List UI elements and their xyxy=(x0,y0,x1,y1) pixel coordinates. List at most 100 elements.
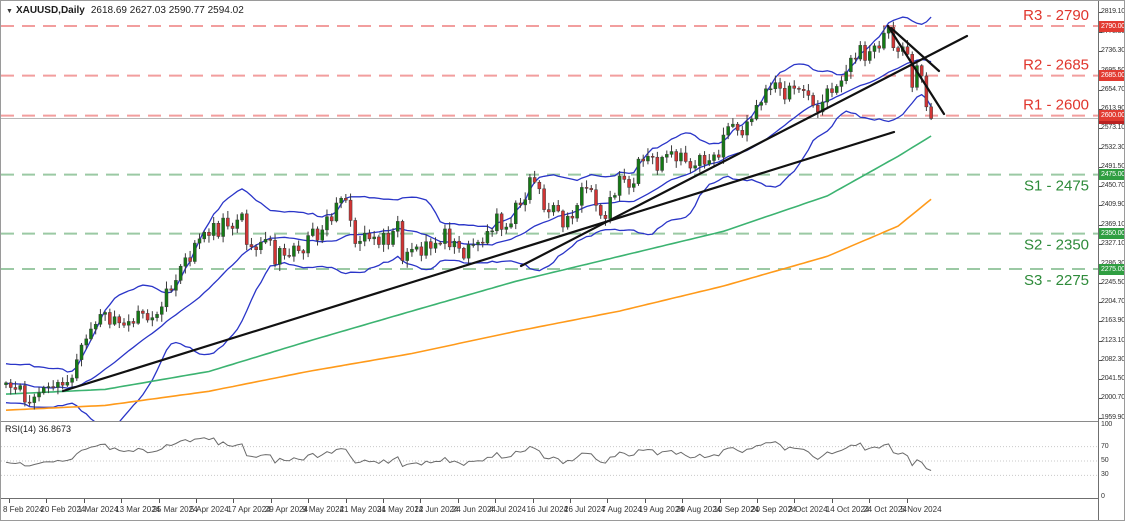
price-label-box-2275.00: 2275.00 xyxy=(1099,263,1124,275)
rsi-axis-label-100: 100 xyxy=(1101,421,1113,428)
trendline-4[interactable] xyxy=(889,26,941,73)
price-tick-mark xyxy=(1099,166,1102,168)
price-tick-label: 2082.30 xyxy=(1101,355,1125,363)
candle-down xyxy=(740,130,745,136)
trendline-1[interactable] xyxy=(61,130,896,393)
symbol-dropdown-icon[interactable]: ▼ xyxy=(6,8,13,15)
price-tick-label: 2286.30 xyxy=(1101,260,1124,267)
price-axis[interactable]: 2819.102778.302736.302695.502654.702613.… xyxy=(1098,1,1125,520)
date-tick-mark xyxy=(83,499,85,503)
rsi-indicator-panel[interactable] xyxy=(1,422,1098,498)
date-tick-mark xyxy=(532,499,534,503)
candle-up xyxy=(98,314,103,325)
candle-up xyxy=(396,221,400,232)
candle-down xyxy=(499,213,504,230)
candle-up xyxy=(773,82,778,90)
candle-up xyxy=(155,314,159,318)
date-tick-mark xyxy=(345,499,347,503)
candle-up xyxy=(292,245,296,257)
date-label: 4 Jul 2024 xyxy=(489,505,527,514)
candle-up xyxy=(872,45,877,52)
candle-down xyxy=(377,236,381,245)
rsi-axis-label-70: 70 xyxy=(1101,442,1109,450)
bollinger-middle-band xyxy=(5,58,932,389)
candle-up xyxy=(750,118,754,123)
date-tick-mark xyxy=(420,499,422,503)
date-label: 2 Oct 2024 xyxy=(788,505,828,514)
candle-up xyxy=(882,32,886,49)
candle-up xyxy=(70,377,74,383)
candle-up xyxy=(202,231,206,240)
candle-down xyxy=(169,288,173,291)
date-tick-mark xyxy=(682,499,684,503)
rsi-axis-label-50: 50 xyxy=(1101,457,1109,464)
candle-up xyxy=(433,242,438,249)
main-price-plot[interactable]: R3 - 2790 R2 - 2685 R1 - 2600 S1 - 2475 S2 -… xyxy=(1,1,1098,421)
candle-up xyxy=(414,246,419,250)
sr-label-s3: S3 - 2275 xyxy=(1024,272,1089,289)
price-tick-mark xyxy=(1099,89,1102,91)
date-label: 12 Jun 2024 xyxy=(414,505,459,514)
price-tick-label: 2163.90 xyxy=(1101,317,1125,325)
candle-up xyxy=(443,228,447,244)
candle-up xyxy=(504,226,509,230)
candle-down xyxy=(462,248,466,259)
date-label: 5 Apr 2024 xyxy=(190,505,229,514)
candle-up xyxy=(263,239,268,243)
trendline-2[interactable] xyxy=(519,34,969,268)
candle-down xyxy=(905,46,910,55)
candle-down xyxy=(188,257,192,262)
price-label-box-2790.00: 2790.00 xyxy=(1099,20,1124,32)
symbol-timeframe-label: XAUUSD,Daily xyxy=(15,5,85,16)
candle-down xyxy=(542,188,546,210)
date-label: 24 Jun 2024 xyxy=(451,505,496,514)
date-label: 9 May 2024 xyxy=(302,505,344,514)
candle-up xyxy=(712,154,716,161)
candle-up xyxy=(197,238,202,244)
candle-down xyxy=(622,175,627,180)
candle-up xyxy=(820,101,825,113)
candle-down xyxy=(674,151,678,162)
candle-up xyxy=(37,392,41,398)
candle-down xyxy=(797,88,801,90)
candle-down xyxy=(230,225,235,229)
candle-up xyxy=(636,158,641,184)
candle-up xyxy=(221,217,225,237)
price-tick-label: 2573.10 xyxy=(1101,124,1125,132)
candle-down xyxy=(688,161,693,169)
date-axis[interactable]: 8 Feb 2024 20 Feb 2024 1 Mar 2024 13 Mar 20… xyxy=(1,499,1098,520)
candle-down xyxy=(547,209,551,213)
candle-down xyxy=(924,75,929,108)
date-label: 14 Oct 2024 xyxy=(825,505,870,514)
trendline-3[interactable] xyxy=(886,24,946,116)
candle-up xyxy=(580,187,584,206)
candle-up xyxy=(490,230,494,233)
candle-down xyxy=(716,154,721,158)
candle-down xyxy=(783,88,787,100)
date-label: 26 Jul 2024 xyxy=(564,505,606,514)
price-tick-mark xyxy=(1099,417,1102,419)
panel-separator[interactable] xyxy=(1,421,1098,422)
panel-separator-bottom xyxy=(1,498,1098,499)
candle-down xyxy=(429,241,433,249)
ma-fast-line xyxy=(5,135,932,395)
price-tick-label: 2450.70 xyxy=(1101,182,1125,190)
date-tick-mark xyxy=(570,499,571,503)
candle-down xyxy=(51,386,55,388)
candle-down xyxy=(929,106,933,119)
sr-label-r2: R2 - 2685 xyxy=(1023,57,1089,74)
candle-down xyxy=(735,123,740,131)
candle-up xyxy=(509,223,513,228)
candle-up xyxy=(4,382,8,385)
date-tick-mark xyxy=(719,499,721,503)
price-tick-mark xyxy=(1099,205,1102,207)
price-tick-label: 2491.50 xyxy=(1101,162,1125,170)
candle-up xyxy=(731,123,735,127)
candle-down xyxy=(811,95,815,106)
price-tick-mark xyxy=(1099,302,1102,304)
candle-up xyxy=(306,235,310,254)
candle-up xyxy=(334,202,339,222)
candle-down xyxy=(249,244,254,248)
candle-down xyxy=(537,181,542,190)
candle-up xyxy=(320,229,324,241)
